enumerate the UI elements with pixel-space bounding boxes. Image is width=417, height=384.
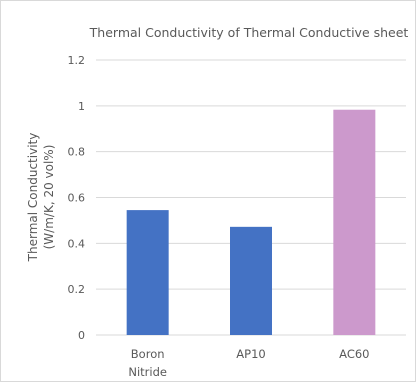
x-tick-label: AP10: [236, 347, 265, 361]
y-axis-label-line-1: Thermal Conductivity: [26, 133, 40, 263]
y-axis-label: Thermal Conductivity (W/m/K, 20 vol%): [26, 133, 56, 263]
chart-title: Thermal Conductivity of Thermal Conducti…: [89, 25, 409, 40]
y-tick-label: 0.4: [68, 237, 86, 250]
x-tick-label-line: Nitride: [128, 365, 167, 379]
x-tick-labels: Boron Nitride AP10 AC60: [128, 347, 369, 379]
x-tick-label-line: AC60: [339, 347, 369, 361]
bar: [333, 109, 376, 336]
bars: [126, 109, 376, 336]
y-axis-label-line-2: (W/m/K, 20 vol%): [42, 145, 56, 250]
x-tick-label-line: Boron: [131, 347, 165, 361]
x-tick-label: Boron Nitride: [128, 347, 167, 379]
bar: [126, 210, 169, 335]
y-tick-labels: 0 0.2 0.4 0.6 0.8 1 1.2: [68, 54, 86, 342]
x-tick-label: AC60: [339, 347, 369, 361]
y-tick-label: 0: [78, 329, 85, 342]
x-tick-label-line: AP10: [236, 347, 265, 361]
y-tick-label: 1.2: [68, 54, 86, 67]
y-tick-label: 1: [78, 100, 85, 113]
y-tick-label: 0.8: [68, 146, 86, 159]
y-tick-label: 0.2: [68, 283, 86, 296]
bar: [230, 226, 272, 335]
y-tick-label: 0.6: [68, 192, 86, 205]
